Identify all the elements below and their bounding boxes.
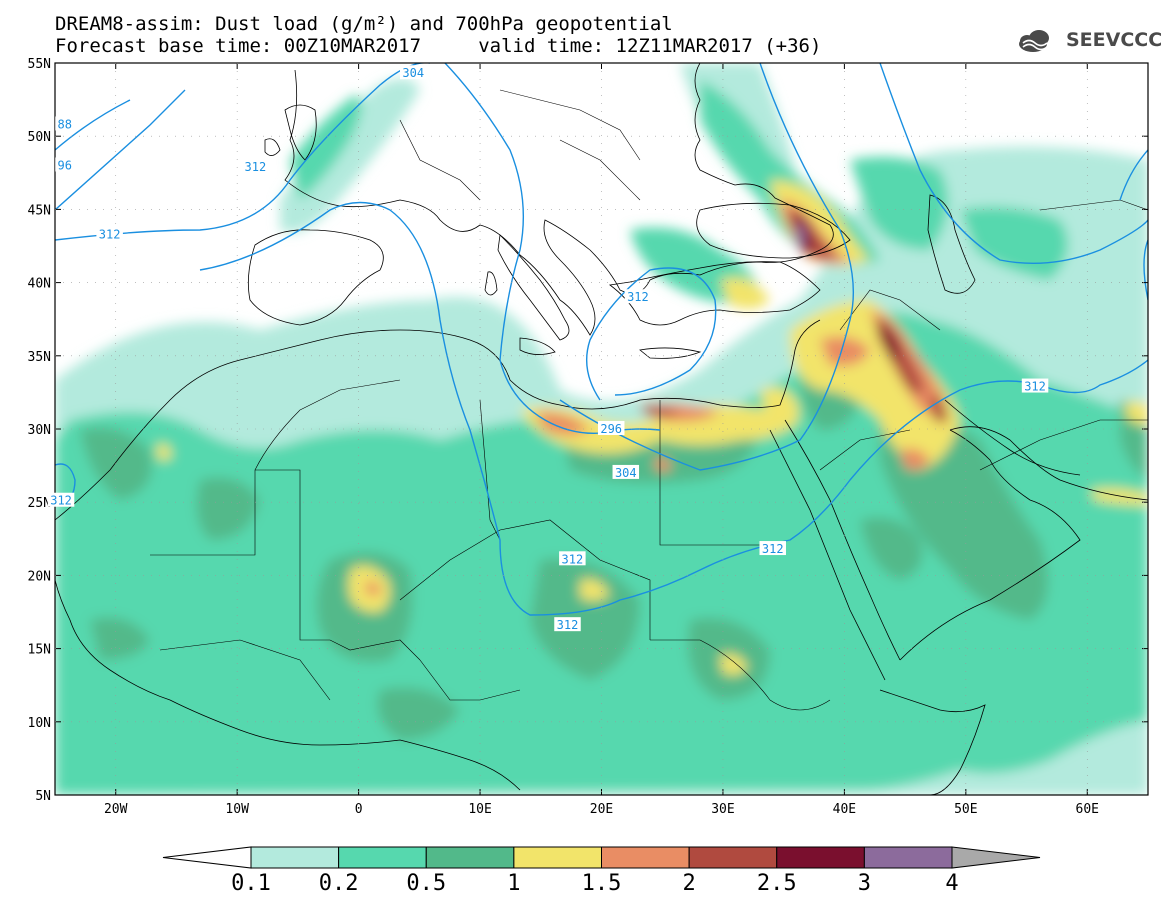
colorbar-level-label: 0.5: [406, 871, 446, 896]
contour-label-bg: [759, 541, 786, 556]
contour-label-bg: [55, 157, 75, 172]
contour-label-bg: [47, 492, 75, 507]
lon-tick-label: 60E: [1076, 802, 1099, 817]
contour-label-bg: [242, 158, 269, 173]
colorbar-swatch: [863, 846, 953, 869]
lon-tick-label: 30E: [711, 802, 734, 817]
lat-axis: 55N 50N 45N 40N 35N 30N 25N 20N 15N 10N 5N: [28, 57, 1148, 804]
colorbar: 0.1 0.2 0.5 1 1.5 2 2.5 3 4: [162, 846, 1041, 896]
lat-tick-label: 55N: [28, 57, 51, 72]
colorbar-level-label: 2: [683, 871, 696, 896]
lon-tick-label: 50E: [954, 802, 977, 817]
map-subtitle-times: Forecast base time: 00Z10MAR2017 valid t…: [55, 35, 822, 57]
colorbar-swatch: [776, 846, 865, 869]
contour-label: 312: [627, 290, 649, 304]
coastlines: [55, 63, 1148, 795]
colorbar-level-label: 4: [945, 871, 958, 896]
lon-tick-label: 40E: [833, 802, 856, 817]
contour-label: 312: [557, 618, 579, 632]
colorbar-swatch: [250, 846, 340, 869]
lat-tick-label: 35N: [28, 350, 51, 365]
contour-label-bg: [96, 226, 123, 241]
lat-tick-label: 50N: [28, 130, 51, 145]
contour-label-bg: [554, 617, 581, 632]
country-borders: [150, 89, 1148, 711]
colorbar-level-label: 0.1: [231, 871, 271, 896]
geopotential-contours: [55, 63, 1148, 616]
contour-label-layer: 304 296 312 312 312 304 88 96 312 312 312 312 312: [47, 65, 1049, 632]
cloud-logo-icon: [1019, 30, 1049, 52]
lon-tick-label: 20W: [104, 802, 128, 817]
contour-label-bg: [400, 65, 427, 80]
contour-label: 96: [57, 158, 71, 172]
colorbar-level-label: 2.5: [757, 871, 797, 896]
lat-tick-label: 15N: [28, 643, 51, 658]
lat-tick-label: 5N: [35, 789, 51, 804]
colorbar-min-arrow: [162, 846, 252, 869]
colorbar-swatch: [513, 846, 602, 869]
contour-label-bg: [55, 116, 75, 131]
lat-tick-label: 25N: [28, 496, 51, 511]
colorbar-level-label: 3: [858, 871, 871, 896]
lon-axis: 20W 10W 0 10E 20E 30E 40E 50E 60E: [104, 63, 1099, 817]
colorbar-level-label: 1: [507, 871, 520, 896]
contour-label: 304: [402, 66, 424, 80]
lon-tick-label: 10W: [225, 802, 249, 817]
lon-tick-label: 0: [355, 802, 363, 817]
contour-label: 312: [562, 552, 584, 566]
lon-tick-label: 20E: [590, 802, 613, 817]
contour-label-bg: [612, 464, 640, 479]
dust-load-field: [55, 63, 1148, 795]
lat-tick-label: 20N: [28, 569, 51, 584]
contour-label: 312: [1024, 380, 1046, 394]
colorbar-max-arrow: [951, 846, 1041, 869]
contour-label: 312: [99, 227, 121, 241]
contour-label-bg: [624, 289, 652, 304]
lon-tick-label: 10E: [468, 802, 491, 817]
contour-label: 312: [762, 542, 784, 556]
colorbar-swatch: [601, 846, 690, 869]
contour-label: 312: [50, 494, 72, 508]
colorbar-level-label: 0.2: [319, 871, 359, 896]
lat-tick-label: 40N: [28, 277, 51, 292]
map-title: DREAM8-assim: Dust load (g/m²) and 700hP…: [55, 13, 673, 35]
colorbar-swatch: [688, 846, 778, 869]
colorbar-swatch: [425, 846, 515, 869]
colorbar-level-label: 1.5: [582, 871, 622, 896]
lat-tick-label: 45N: [28, 203, 51, 218]
contour-label: 312: [245, 160, 267, 174]
contour-label: 304: [615, 466, 637, 480]
contour-label: 296: [600, 422, 622, 436]
colorbar-swatch: [338, 846, 427, 869]
logo-text: SEEVCCC: [1066, 29, 1163, 51]
lat-tick-label: 10N: [28, 716, 51, 731]
lat-tick-label: 30N: [28, 423, 51, 438]
contour-label-bg: [597, 421, 625, 435]
contour-label-bg: [559, 551, 586, 566]
contour-label: 88: [57, 117, 71, 131]
contour-label-bg: [1021, 378, 1049, 393]
